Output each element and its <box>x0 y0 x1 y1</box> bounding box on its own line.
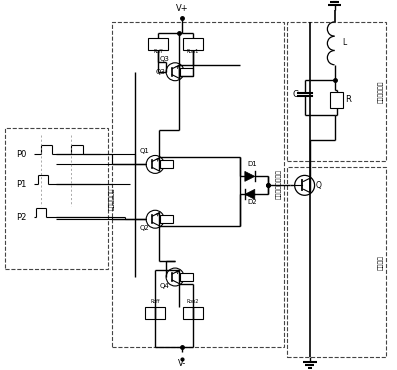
Bar <box>287 167 386 357</box>
Bar <box>160 215 173 223</box>
Text: Q: Q <box>316 181 322 190</box>
Bar <box>183 307 203 319</box>
Bar <box>287 22 386 161</box>
Text: Q2: Q2 <box>139 225 149 231</box>
Text: Ron2: Ron2 <box>187 299 199 304</box>
Text: C: C <box>293 90 299 99</box>
Text: P2: P2 <box>15 213 26 222</box>
Bar <box>5 128 108 269</box>
Text: D2: D2 <box>247 199 256 205</box>
Bar <box>180 273 193 281</box>
Bar <box>112 22 284 347</box>
Text: Roff: Roff <box>153 49 163 54</box>
Text: Q4: Q4 <box>159 283 169 289</box>
Text: Q1: Q1 <box>139 148 149 154</box>
Polygon shape <box>245 189 255 199</box>
Text: D1: D1 <box>247 161 257 167</box>
Bar <box>183 38 203 50</box>
Text: V-: V- <box>178 359 186 368</box>
Polygon shape <box>245 171 255 181</box>
Bar <box>148 38 168 50</box>
Bar <box>330 92 343 108</box>
Text: Roff: Roff <box>150 299 160 304</box>
Text: V+: V+ <box>176 4 188 13</box>
Text: R: R <box>345 95 351 104</box>
Text: 控制信号模块: 控制信号模块 <box>110 187 115 209</box>
Text: P0: P0 <box>15 150 26 159</box>
Text: Ron1: Ron1 <box>187 49 199 54</box>
Text: Q3: Q3 <box>155 69 165 75</box>
Text: 驱动电路切换模块: 驱动电路切换模块 <box>276 169 281 199</box>
Bar <box>160 161 173 168</box>
Text: L: L <box>343 38 347 47</box>
Bar <box>145 307 165 319</box>
Text: 开关器件: 开关器件 <box>379 255 384 270</box>
Text: Q3: Q3 <box>159 56 169 62</box>
Text: P1: P1 <box>15 180 26 189</box>
Text: 感性负载模块: 感性负载模块 <box>379 80 384 103</box>
Bar <box>180 68 193 76</box>
